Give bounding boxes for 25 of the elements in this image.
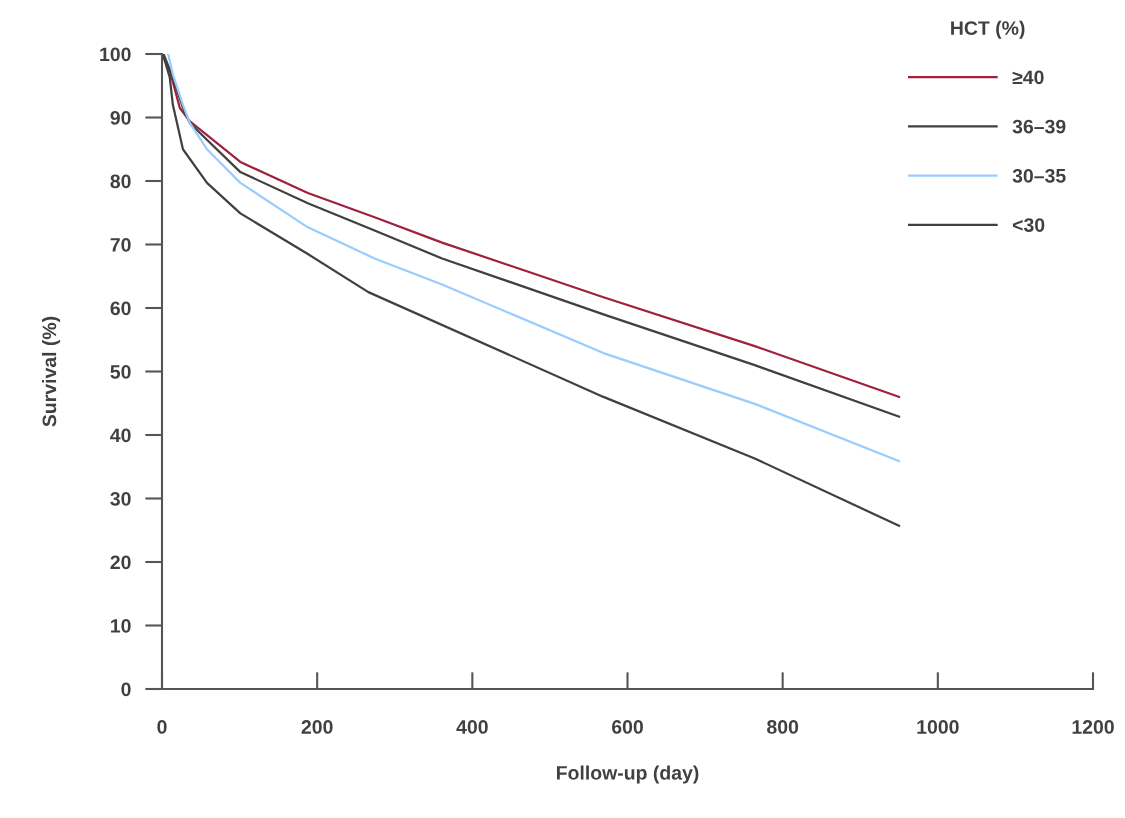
- y-tick-label: 80: [110, 174, 131, 189]
- x-tick-label: 1000: [917, 720, 959, 734]
- x-tick-label: 1200: [1072, 720, 1114, 734]
- legend-label: <30: [1012, 218, 1045, 232]
- y-tick-label: 60: [110, 301, 131, 316]
- x-tick-label: 800: [767, 720, 799, 734]
- y-tick-label: 50: [110, 364, 131, 379]
- y-tick-label: 90: [110, 110, 131, 125]
- legend-label: 36–39: [1012, 119, 1066, 134]
- x-tick-label: 600: [611, 720, 643, 734]
- y-tick-label: 10: [111, 618, 131, 633]
- x-tick-label: 0: [157, 720, 167, 734]
- y-axis-title: Survival (%): [41, 316, 61, 427]
- x-tick-label: 200: [301, 720, 333, 734]
- y-tick-label: 30: [110, 491, 131, 506]
- legend-title: HCT (%): [951, 20, 1025, 39]
- y-tick-label: 20: [110, 555, 131, 570]
- y-tick-label: 40: [110, 428, 131, 443]
- y-tick-label: 0: [121, 682, 131, 697]
- legend-label: 30–35: [1012, 168, 1066, 183]
- x-tick-label: 400: [456, 720, 488, 734]
- legend-label: ≥40: [1012, 70, 1044, 85]
- y-tick-label: 100: [100, 47, 131, 62]
- y-tick-label: 70: [110, 237, 131, 252]
- x-axis-title: Follow-up (day): [556, 765, 699, 784]
